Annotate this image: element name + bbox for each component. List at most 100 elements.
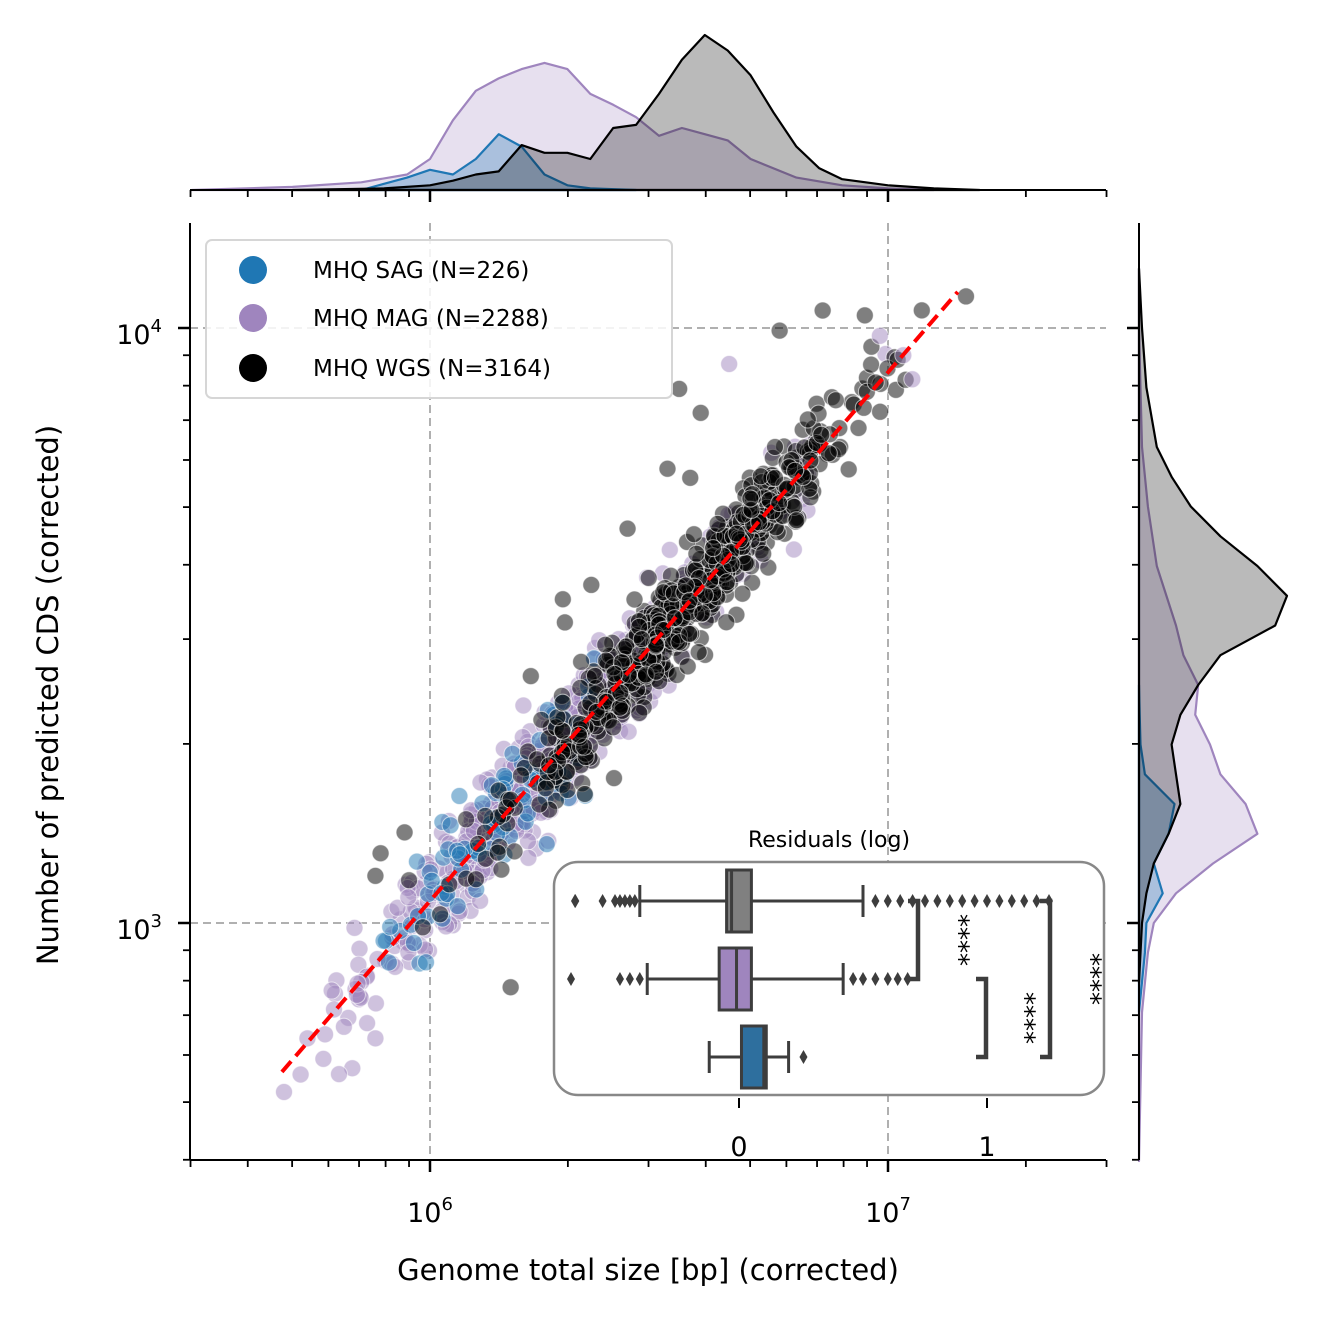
scatter-point-wgs	[521, 667, 540, 686]
scatter-point-wgs	[685, 525, 703, 544]
scatter-point-wgs	[632, 630, 651, 649]
scatter-point-wgs	[787, 511, 806, 530]
top-kde-mag	[190, 61, 935, 192]
scatter-point-sag	[379, 953, 398, 972]
scatter-point-wgs	[708, 514, 727, 533]
x-tick-label: 106	[407, 1194, 453, 1229]
scatter-point-wgs	[691, 403, 710, 422]
flier	[571, 894, 579, 908]
flier	[883, 972, 892, 986]
y-tick-label: 104	[116, 316, 162, 351]
scatter-point-wgs	[605, 769, 623, 788]
legend-marker-mag	[239, 304, 267, 332]
right-kde-mag	[1137, 267, 1259, 1163]
flier	[970, 894, 979, 908]
scatter-point-wgs	[687, 544, 706, 563]
scatter-point-wgs	[812, 425, 831, 444]
scatter-point-mag	[350, 939, 369, 958]
flier	[625, 972, 634, 986]
inset-x-tick-label: 1	[978, 1132, 995, 1163]
scatter-point-wgs	[647, 662, 666, 681]
flier	[871, 894, 880, 908]
top-marginal-density	[190, 33, 981, 192]
significance-stars: ****	[944, 914, 974, 966]
scatter-point-wgs	[680, 624, 699, 643]
flier	[883, 894, 892, 908]
scatter-point-sag	[503, 744, 522, 763]
scatter-point-wgs	[704, 539, 723, 558]
scatter-point-mag	[619, 722, 638, 741]
scatter-point-wgs	[754, 544, 773, 563]
scatter-point-wgs	[717, 613, 736, 632]
scatter-point-sag	[381, 917, 400, 936]
scatter-point-wgs	[532, 710, 551, 729]
flier	[1020, 894, 1029, 908]
top-kde-wgs	[291, 33, 981, 192]
flier	[625, 894, 634, 908]
scatter-point-mag	[660, 540, 679, 559]
scatter-point-mag	[903, 370, 922, 389]
scatter-point-wgs	[741, 489, 760, 508]
flier	[615, 972, 624, 986]
significance-brackets: **** **** ****	[908, 898, 1106, 1060]
scatter-point-wgs	[558, 781, 577, 799]
right-marginal-axis	[1127, 223, 1140, 1161]
flier	[871, 972, 880, 986]
y-axis-label: Number of predicted CDS (corrected)	[31, 425, 65, 965]
legend-marker-wgs	[239, 354, 267, 382]
scatter-point-wgs	[625, 590, 644, 609]
flier	[893, 972, 902, 986]
scatter-point-wgs	[512, 766, 530, 785]
scatter-point-wgs	[956, 287, 975, 306]
scatter-point-mag	[720, 354, 739, 373]
significance-bracket	[1040, 898, 1053, 1060]
scatter-point-wgs	[693, 604, 712, 623]
scatter-point-sag	[537, 835, 556, 854]
legend-label: MHQ SAG (N=226)	[313, 258, 529, 284]
scatter-point-wgs	[766, 438, 784, 456]
scatter-point-wgs	[585, 666, 604, 685]
significance-stars: ****	[1010, 992, 1040, 1044]
scatter-point-mag	[275, 1082, 294, 1101]
scatter-point-wgs	[596, 635, 615, 654]
flier	[958, 894, 967, 908]
x-axis-label: Genome total size [bp] (corrected)	[397, 1253, 899, 1287]
scatter-point-wgs	[395, 823, 414, 842]
top-marginal-axis	[189, 189, 1108, 202]
scatter-point-wgs	[681, 468, 700, 487]
fit-line	[280, 290, 960, 1074]
flier	[903, 972, 912, 986]
boxplot-mag	[567, 946, 912, 1012]
scatter-point-wgs	[505, 842, 524, 861]
flier	[995, 894, 1004, 908]
scatter-point-wgs	[676, 576, 695, 595]
flier	[611, 894, 619, 908]
scatter-point-wgs	[536, 779, 555, 798]
scatter-point-mag	[322, 981, 341, 1000]
boxplot-sag	[707, 1024, 808, 1090]
scatter-point-wgs	[912, 301, 931, 320]
scatter-point-wgs	[871, 402, 890, 421]
scatter-point-wgs	[400, 871, 419, 890]
flier	[630, 894, 639, 908]
flier	[921, 894, 929, 908]
scatter-point-wgs	[866, 373, 885, 392]
scatter-point-mag	[366, 994, 385, 1013]
scatter-point-mag	[314, 1049, 333, 1068]
boxplot-wgs	[571, 868, 1053, 934]
scatter-point-sag	[407, 852, 426, 871]
scatter-point-wgs	[639, 569, 658, 587]
scatter-point-wgs	[366, 866, 385, 885]
flier	[896, 894, 905, 908]
scatter-point-wgs	[413, 918, 432, 937]
scatter-point-mag	[358, 1014, 377, 1033]
scatter-point-wgs	[457, 810, 476, 829]
scatter-point-wgs	[678, 657, 697, 676]
scatter-point-wgs	[813, 301, 832, 320]
scatter-point-wgs	[530, 795, 549, 814]
scatter-point-wgs	[555, 613, 574, 632]
scatter-point-mag	[784, 540, 803, 559]
significance-bracket	[908, 898, 921, 982]
scatter-point-sag	[404, 934, 423, 952]
significance-bracket	[976, 976, 989, 1060]
